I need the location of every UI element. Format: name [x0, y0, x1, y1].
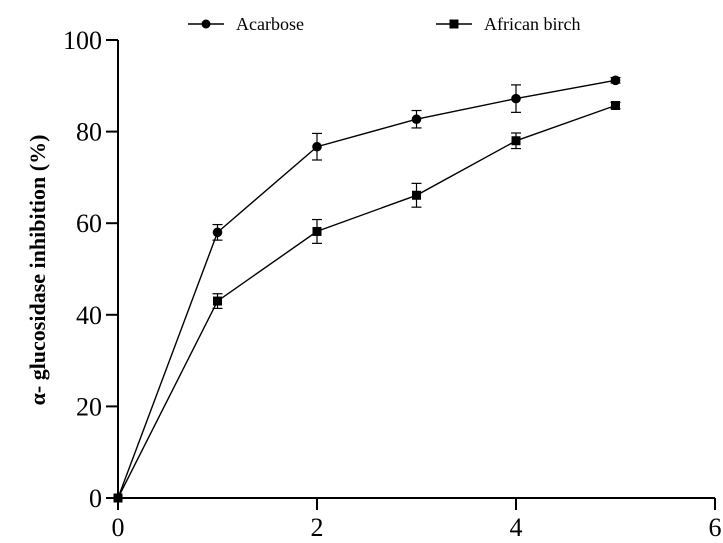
- legend-label: Acarbose: [236, 14, 304, 34]
- series-acarbose: [113, 75, 621, 503]
- legend: Acarbose African birch: [188, 14, 580, 34]
- series-line: [117, 79, 616, 499]
- axes: 0 20 40 60 80 100 0 2 4 6: [63, 26, 722, 542]
- data-point: [312, 141, 322, 152]
- x-tick-label: 0: [112, 513, 125, 542]
- x-tick-label: 2: [311, 513, 324, 542]
- series-african-birch: [113, 100, 621, 503]
- data-point: [213, 296, 222, 306]
- y-tick-label: 20: [76, 392, 102, 421]
- y-tick-label: 40: [76, 301, 102, 330]
- legend-marker: [201, 19, 211, 29]
- y-tick-label: 0: [89, 484, 102, 513]
- data-point: [412, 190, 421, 200]
- series-line: [117, 104, 616, 499]
- y-tick-label: 80: [76, 118, 102, 147]
- y-tick-label: 60: [76, 209, 102, 238]
- legend-entry: African birch: [436, 14, 580, 34]
- x-tick-label: 6: [709, 513, 722, 542]
- series-layer: [113, 75, 621, 503]
- legend-marker: [449, 19, 459, 29]
- data-point: [611, 100, 620, 110]
- data-point: [511, 93, 521, 104]
- data-point: [610, 75, 621, 86]
- data-point: [511, 136, 521, 146]
- legend-label: African birch: [484, 14, 580, 34]
- data-point: [312, 226, 322, 236]
- x-tick-label: 4: [510, 513, 523, 542]
- y-tick-label: 100: [63, 26, 102, 55]
- data-point: [411, 114, 422, 125]
- y-axis-label: α- glucosidase inhibition (%): [25, 135, 50, 406]
- legend-entry: Acarbose: [188, 14, 304, 34]
- data-point: [212, 227, 223, 238]
- data-point: [113, 493, 123, 503]
